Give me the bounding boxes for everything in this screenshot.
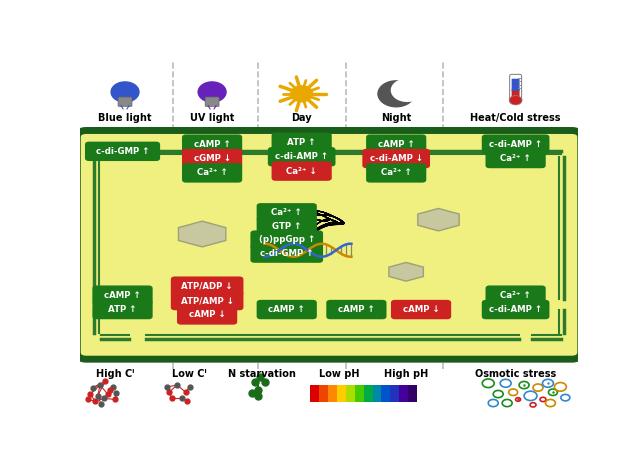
FancyBboxPatch shape	[482, 134, 550, 154]
FancyBboxPatch shape	[182, 149, 242, 168]
Bar	[363, 385, 372, 402]
Bar	[337, 385, 346, 402]
Text: Ca²⁺ ↓: Ca²⁺ ↓	[286, 167, 317, 176]
Text: cAMP ↑: cAMP ↑	[338, 305, 375, 314]
Bar	[399, 385, 408, 402]
FancyBboxPatch shape	[512, 89, 519, 99]
Bar	[354, 385, 363, 402]
FancyBboxPatch shape	[482, 300, 550, 319]
Text: c-di-GMP ↑: c-di-GMP ↑	[96, 147, 150, 156]
Bar	[390, 385, 399, 402]
Circle shape	[391, 78, 424, 102]
Text: Day: Day	[291, 113, 312, 123]
Text: c-di-AMP ↑: c-di-AMP ↑	[275, 152, 328, 161]
FancyBboxPatch shape	[171, 276, 243, 296]
Text: ATP/ADP ↓: ATP/ADP ↓	[181, 282, 233, 290]
FancyBboxPatch shape	[272, 133, 332, 152]
Polygon shape	[418, 208, 459, 231]
Text: c-di-AMP ↑: c-di-AMP ↑	[489, 305, 542, 314]
FancyBboxPatch shape	[485, 285, 546, 305]
FancyBboxPatch shape	[77, 130, 581, 359]
FancyBboxPatch shape	[182, 163, 242, 183]
Text: Blue light: Blue light	[98, 113, 152, 123]
Text: cAMP ↑: cAMP ↑	[378, 140, 415, 149]
Text: ATP/AMP ↓: ATP/AMP ↓	[180, 296, 234, 305]
Text: c-di-GMP ↑: c-di-GMP ↑	[260, 249, 313, 258]
FancyBboxPatch shape	[250, 244, 323, 263]
FancyBboxPatch shape	[257, 217, 317, 235]
Polygon shape	[178, 221, 226, 247]
Text: ATP ↑: ATP ↑	[288, 138, 316, 147]
FancyBboxPatch shape	[362, 149, 430, 168]
Text: cGMP ↓: cGMP ↓	[193, 154, 230, 163]
Text: Ca²⁺ ↑: Ca²⁺ ↑	[196, 169, 227, 177]
Bar	[319, 385, 328, 402]
FancyBboxPatch shape	[512, 79, 519, 91]
Text: High Cᴵ: High Cᴵ	[96, 369, 134, 379]
FancyBboxPatch shape	[118, 97, 132, 106]
Bar	[381, 385, 390, 402]
FancyBboxPatch shape	[250, 230, 323, 249]
Text: N starvation: N starvation	[228, 369, 296, 379]
Bar	[328, 385, 337, 402]
Text: cAMP ↓: cAMP ↓	[403, 305, 439, 314]
FancyBboxPatch shape	[485, 149, 546, 168]
Circle shape	[509, 96, 522, 105]
Text: Ca²⁺ ↑: Ca²⁺ ↑	[500, 290, 531, 300]
FancyBboxPatch shape	[92, 285, 153, 305]
Bar	[408, 385, 417, 402]
FancyBboxPatch shape	[257, 300, 317, 319]
FancyBboxPatch shape	[171, 291, 243, 310]
FancyBboxPatch shape	[85, 142, 160, 161]
FancyBboxPatch shape	[391, 300, 451, 319]
Text: Heat/Cold stress: Heat/Cold stress	[471, 113, 561, 123]
FancyBboxPatch shape	[205, 97, 219, 106]
FancyBboxPatch shape	[177, 305, 238, 325]
FancyBboxPatch shape	[326, 300, 386, 319]
Text: cAMP ↑: cAMP ↑	[104, 290, 141, 300]
Text: cAMP ↓: cAMP ↓	[189, 311, 225, 319]
Text: Ca²⁺ ↑: Ca²⁺ ↑	[500, 154, 531, 163]
Text: Low Cᴵ: Low Cᴵ	[173, 369, 207, 379]
Text: (p)ppGpp ↑: (p)ppGpp ↑	[259, 235, 315, 244]
FancyBboxPatch shape	[257, 203, 317, 222]
Text: UV light: UV light	[190, 113, 234, 123]
Text: Ca²⁺ ↑: Ca²⁺ ↑	[381, 169, 412, 177]
Text: c-di-AMP ↓: c-di-AMP ↓	[370, 154, 422, 163]
Text: cAMP ↑: cAMP ↑	[268, 305, 305, 314]
Text: c-di-AMP ↑: c-di-AMP ↑	[489, 140, 542, 149]
Circle shape	[111, 82, 139, 102]
FancyBboxPatch shape	[366, 163, 426, 183]
Circle shape	[377, 80, 415, 107]
FancyBboxPatch shape	[510, 74, 521, 100]
Circle shape	[198, 82, 226, 102]
Text: High pH: High pH	[384, 369, 428, 379]
Text: ATP ↑: ATP ↑	[108, 305, 137, 314]
FancyBboxPatch shape	[182, 134, 242, 154]
Polygon shape	[389, 262, 423, 281]
FancyBboxPatch shape	[366, 134, 426, 154]
Bar	[372, 385, 381, 402]
Text: Ca²⁺ ↑: Ca²⁺ ↑	[272, 208, 302, 217]
Text: GTP ↑: GTP ↑	[272, 222, 302, 231]
Circle shape	[291, 86, 313, 102]
Bar	[346, 385, 354, 402]
Text: Night: Night	[381, 113, 412, 123]
Bar	[310, 385, 319, 402]
FancyBboxPatch shape	[92, 300, 153, 319]
Text: Low pH: Low pH	[318, 369, 360, 379]
Text: Osmotic stress: Osmotic stress	[475, 369, 556, 379]
FancyBboxPatch shape	[268, 147, 336, 166]
Text: cAMP ↑: cAMP ↑	[194, 140, 230, 149]
FancyBboxPatch shape	[272, 162, 332, 181]
